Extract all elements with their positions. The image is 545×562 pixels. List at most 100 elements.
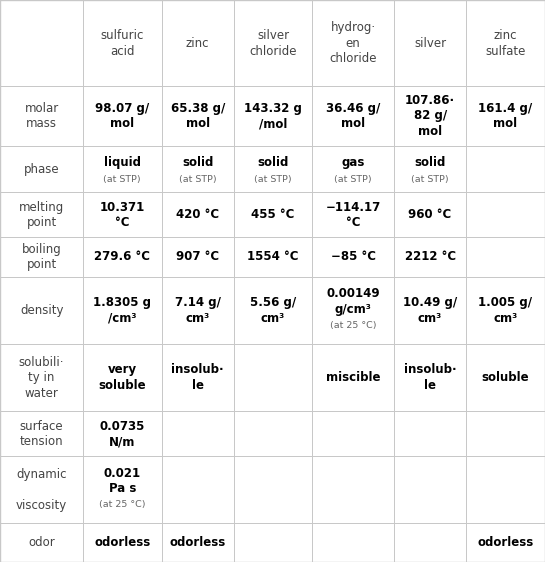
Text: 143.32 g
/mol: 143.32 g /mol	[244, 102, 302, 130]
Bar	[161, 146, 234, 192]
Text: 1.8305 g
/cm³: 1.8305 g /cm³	[93, 296, 152, 325]
Text: 5.56 g/
cm³: 5.56 g/ cm³	[250, 296, 296, 325]
Text: 455 °C: 455 °C	[251, 209, 295, 221]
Text: 107.86·
82 g/
mol: 107.86· 82 g/ mol	[405, 94, 455, 138]
Bar	[161, 192, 234, 237]
Text: solid: solid	[414, 156, 446, 169]
Text: 1.005 g/
cm³: 1.005 g/ cm³	[479, 296, 532, 325]
Text: 10.371
°C: 10.371 °C	[100, 201, 145, 229]
Bar	[234, 146, 312, 192]
Bar	[394, 146, 466, 192]
Bar	[161, 0, 234, 87]
Bar	[466, 0, 544, 87]
Text: 65.38 g/
mol: 65.38 g/ mol	[171, 102, 225, 130]
Text: solid: solid	[257, 156, 289, 169]
Text: odorless: odorless	[169, 536, 226, 549]
Bar	[394, 456, 466, 523]
Text: odorless: odorless	[477, 536, 534, 549]
Text: −85 °C: −85 °C	[331, 251, 376, 264]
Bar	[466, 411, 544, 456]
Bar	[83, 146, 161, 192]
Text: 1554 °C: 1554 °C	[247, 251, 299, 264]
Text: (at STP): (at STP)	[255, 175, 292, 184]
Text: zinc
sulfate: zinc sulfate	[485, 29, 526, 57]
Bar	[1, 237, 83, 277]
Text: insolub·
le: insolub· le	[171, 364, 224, 392]
Text: insolub·
le: insolub· le	[404, 364, 456, 392]
Bar	[466, 277, 544, 344]
Text: soluble: soluble	[482, 371, 529, 384]
Bar	[466, 237, 544, 277]
Bar	[394, 344, 466, 411]
Bar	[1, 411, 83, 456]
Text: molar
mass: molar mass	[25, 102, 59, 130]
Bar	[1, 456, 83, 523]
Bar	[161, 344, 234, 411]
Text: surface
tension: surface tension	[20, 420, 63, 448]
Bar	[161, 87, 234, 146]
Text: very
soluble: very soluble	[99, 364, 146, 392]
Bar	[394, 192, 466, 237]
Bar	[312, 237, 394, 277]
Bar	[1, 87, 83, 146]
Bar	[234, 237, 312, 277]
Bar	[234, 87, 312, 146]
Text: (at STP): (at STP)	[104, 175, 141, 184]
Bar	[161, 523, 234, 562]
Text: melting
point: melting point	[19, 201, 64, 229]
Text: (at STP): (at STP)	[334, 175, 372, 184]
Text: 0.00149
g/cm³: 0.00149 g/cm³	[326, 287, 380, 316]
Bar	[1, 344, 83, 411]
Text: 7.14 g/
cm³: 7.14 g/ cm³	[175, 296, 221, 325]
Text: (at 25 °C): (at 25 °C)	[99, 500, 146, 509]
Text: (at STP): (at STP)	[179, 175, 216, 184]
Text: hydrog·
en
chloride: hydrog· en chloride	[329, 21, 377, 65]
Bar	[1, 277, 83, 344]
Bar	[1, 192, 83, 237]
Bar	[394, 411, 466, 456]
Bar	[234, 456, 312, 523]
Bar	[1, 146, 83, 192]
Text: solubili·
ty in
water: solubili· ty in water	[19, 356, 64, 400]
Bar	[312, 87, 394, 146]
Bar	[466, 523, 544, 562]
Bar	[312, 0, 394, 87]
Bar	[466, 344, 544, 411]
Text: phase: phase	[24, 162, 59, 175]
Bar	[161, 411, 234, 456]
Bar	[312, 277, 394, 344]
Text: 420 °C: 420 °C	[176, 209, 219, 221]
Bar	[161, 456, 234, 523]
Bar	[394, 237, 466, 277]
Text: silver
chloride: silver chloride	[250, 29, 297, 57]
Text: dynamic

viscosity: dynamic viscosity	[16, 468, 67, 511]
Bar	[234, 344, 312, 411]
Bar	[234, 0, 312, 87]
Text: odorless: odorless	[94, 536, 150, 549]
Text: 98.07 g/
mol: 98.07 g/ mol	[95, 102, 149, 130]
Bar	[312, 411, 394, 456]
Text: solid: solid	[182, 156, 214, 169]
Bar	[1, 523, 83, 562]
Bar	[83, 523, 161, 562]
Text: 161.4 g/
mol: 161.4 g/ mol	[479, 102, 532, 130]
Bar	[161, 277, 234, 344]
Bar	[234, 523, 312, 562]
Bar	[312, 344, 394, 411]
Text: miscible: miscible	[326, 371, 380, 384]
Bar	[394, 523, 466, 562]
Bar	[161, 237, 234, 277]
Bar	[394, 87, 466, 146]
Bar	[83, 277, 161, 344]
Bar	[312, 192, 394, 237]
Bar	[83, 344, 161, 411]
Bar	[83, 456, 161, 523]
Bar	[83, 87, 161, 146]
Text: gas: gas	[341, 156, 365, 169]
Bar	[83, 237, 161, 277]
Text: silver: silver	[414, 37, 446, 50]
Text: 36.46 g/
mol: 36.46 g/ mol	[326, 102, 380, 130]
Text: 279.6 °C: 279.6 °C	[94, 251, 150, 264]
Text: zinc: zinc	[186, 37, 209, 50]
Bar	[466, 192, 544, 237]
